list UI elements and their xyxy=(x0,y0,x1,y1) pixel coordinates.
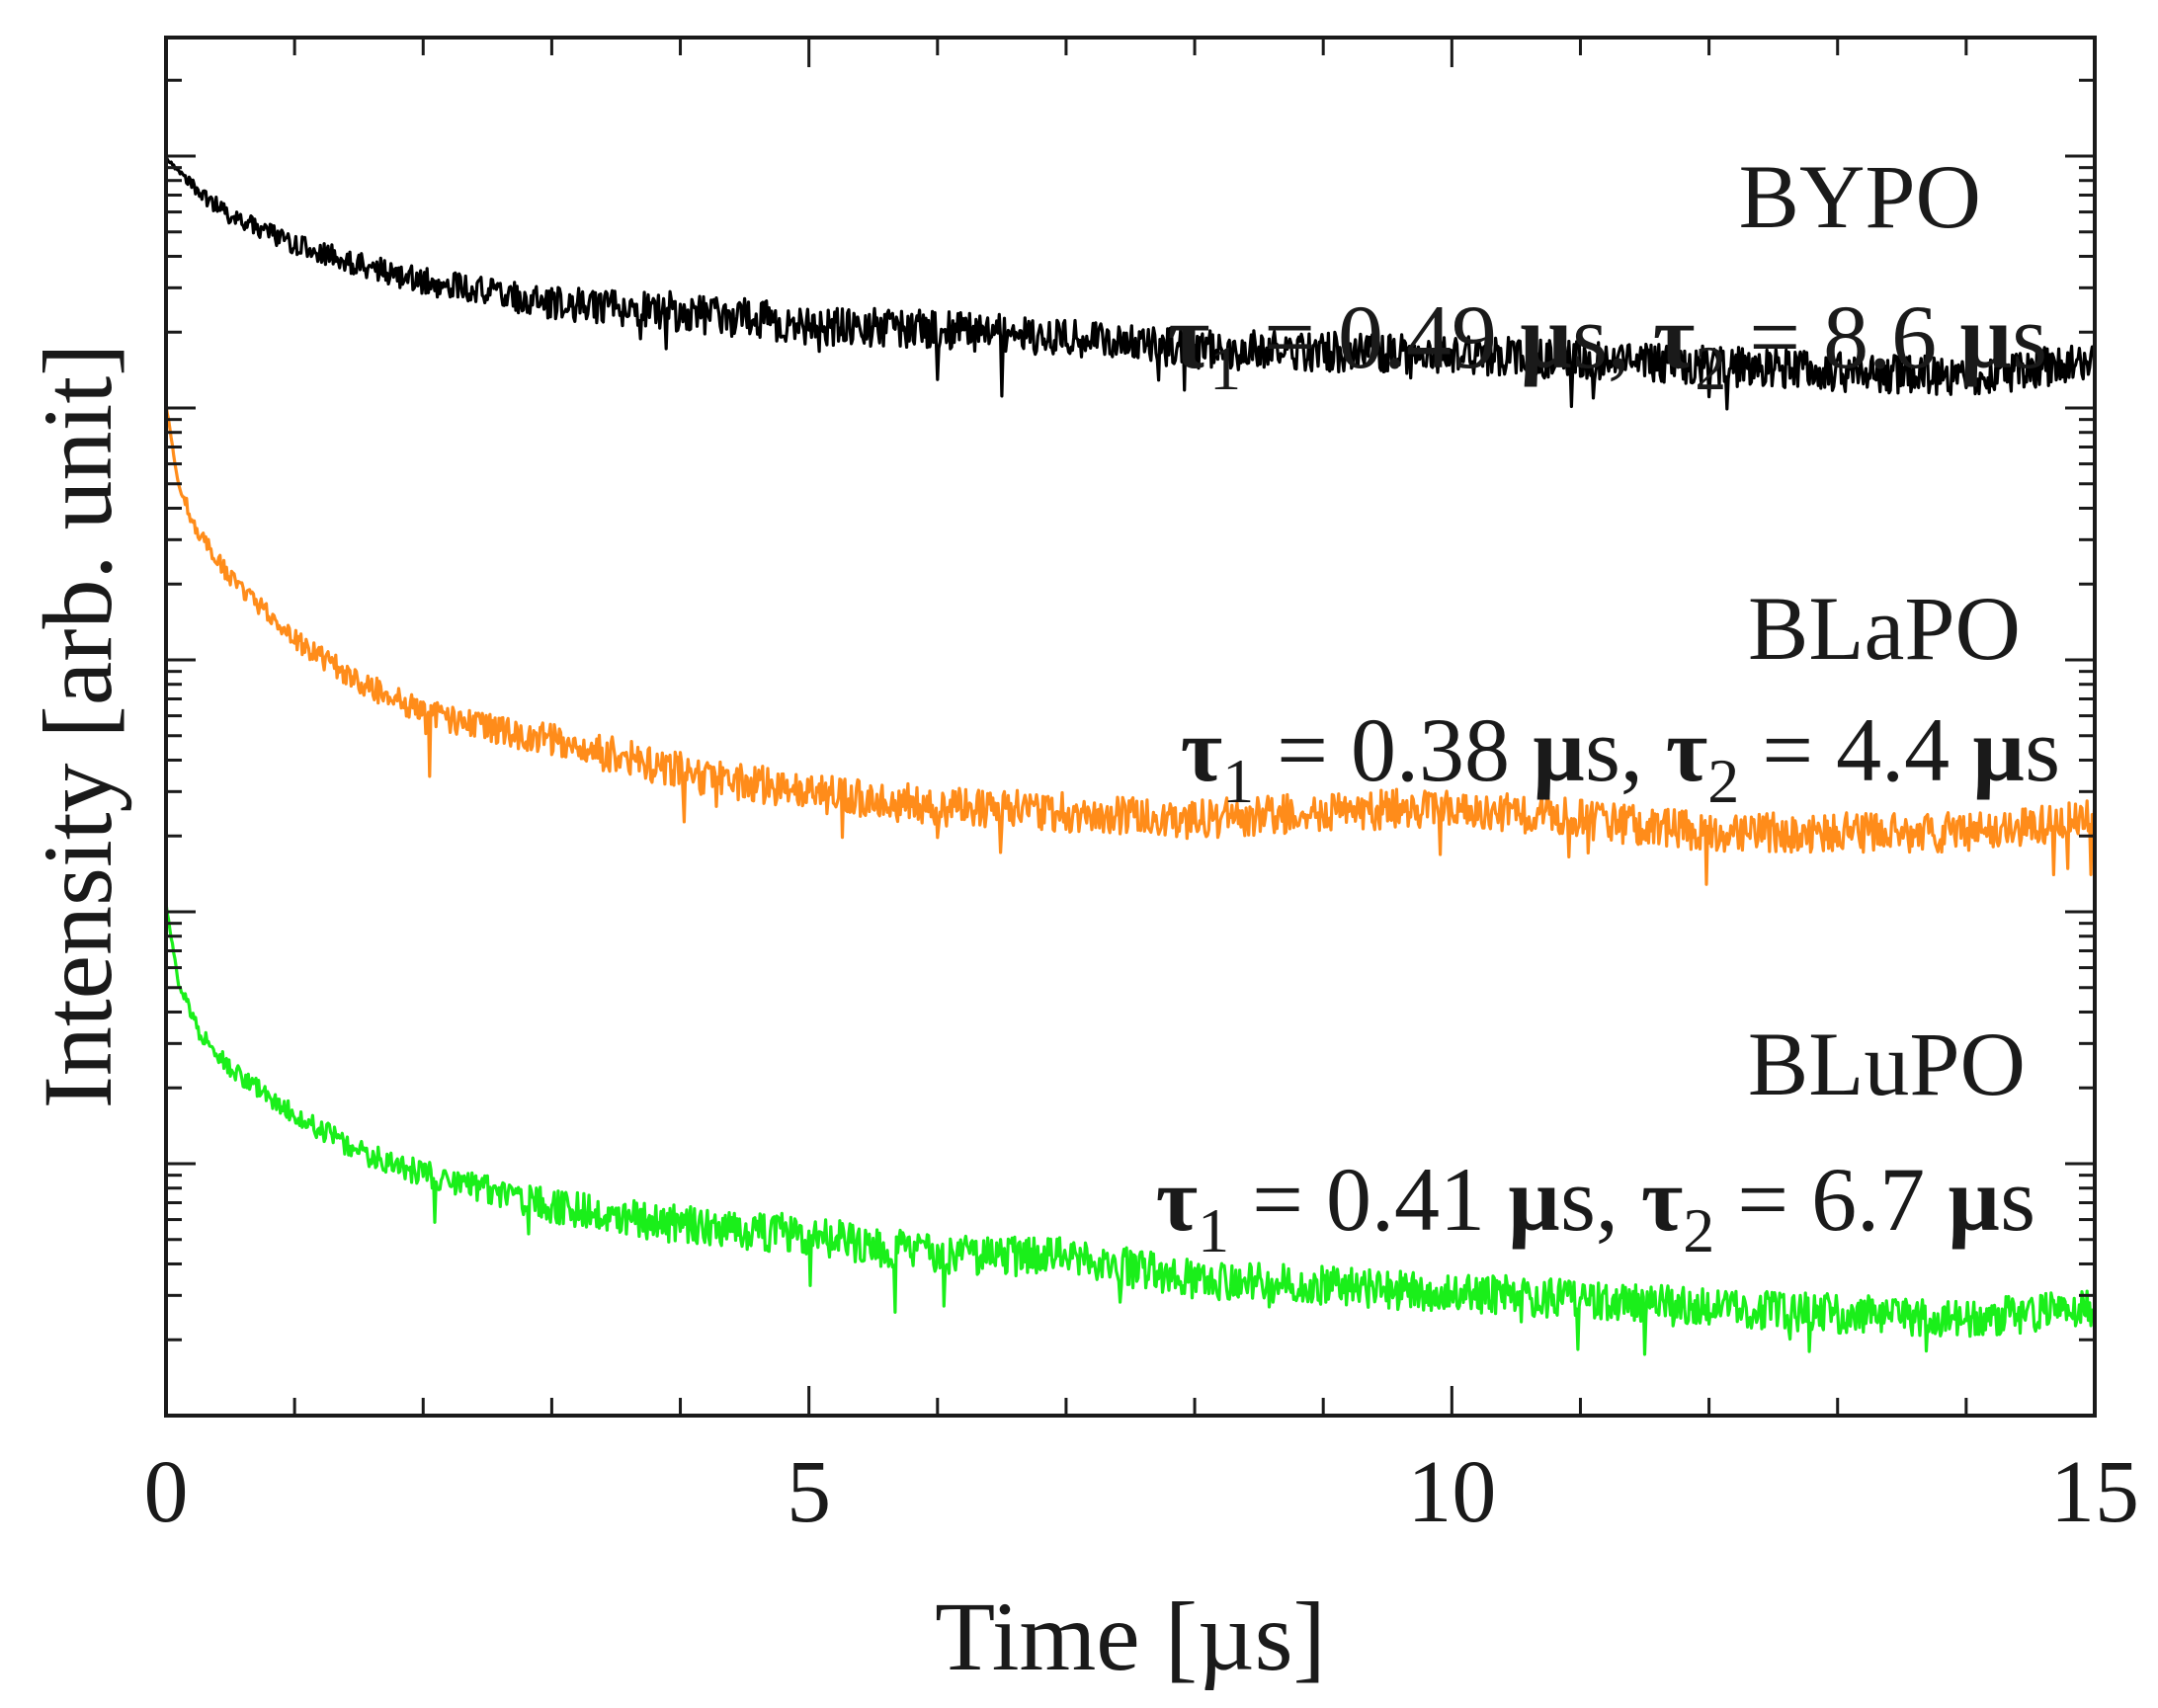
x-axis-title: Time [µs] xyxy=(935,1582,1326,1691)
y-axis-title: Intensity [arb. unit] xyxy=(23,344,132,1109)
series-label-bypo: BYPO xyxy=(1739,146,1981,247)
x-tick-label-15: 15 xyxy=(2050,1443,2139,1541)
tau-annotation-blupo: τ1 = 0.41 µs, τ2 = 6.7 µs xyxy=(1156,1149,2035,1265)
plot-frame xyxy=(164,36,2097,1418)
series-line-blupo xyxy=(164,903,2096,1356)
tau-annotation-blapo: τ1 = 0.38 µs, τ2 = 4.4 µs xyxy=(1181,699,2060,816)
series-label-blupo: BLuPO xyxy=(1748,1014,2026,1114)
series-line-blapo xyxy=(164,403,2097,886)
series-label-blapo: BLaPO xyxy=(1748,578,2021,679)
tau-annotation-bypo: τ1 = 0.49 µs, τ2 = 8.6 µs xyxy=(1168,286,2047,403)
x-tick-label-10: 10 xyxy=(1407,1443,1496,1541)
series-line-bypo xyxy=(164,156,2097,411)
x-tick-label-5: 5 xyxy=(787,1443,831,1541)
x-tick-label-0: 0 xyxy=(144,1443,189,1541)
